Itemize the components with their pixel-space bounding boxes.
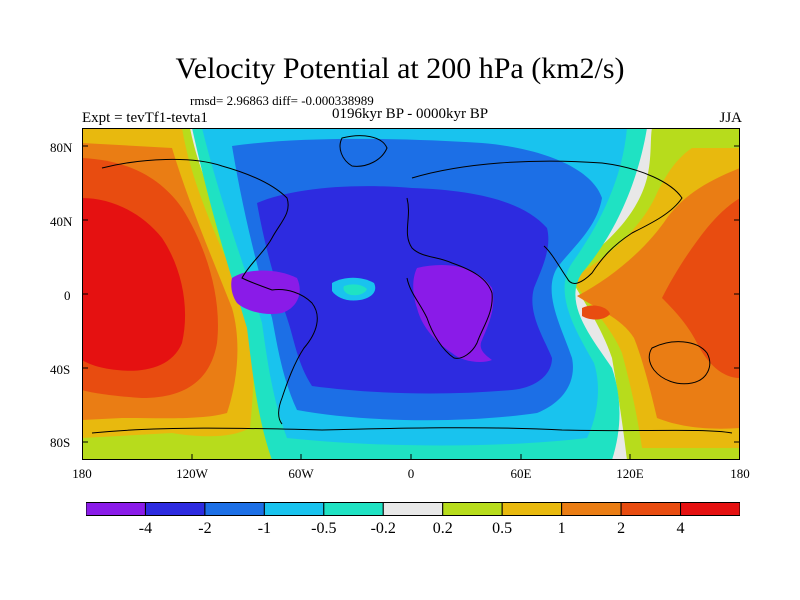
- stats-label: rmsd= 2.96863 diff= -0.000338989: [190, 93, 374, 108]
- colorbar-swatch: [680, 502, 740, 516]
- negative-core-africa: [413, 265, 494, 362]
- colorbar-label: -4: [138, 520, 153, 537]
- colorbar-label: -0.5: [311, 520, 337, 537]
- colorbar-label: 0.2: [432, 520, 453, 537]
- axis-ticks: [82, 145, 740, 460]
- lat-tick-80n: 80N: [50, 140, 73, 155]
- indopacific-positive-band-4: [662, 198, 740, 378]
- colorbar-swatch: [323, 502, 384, 516]
- lat-tick-80s: 80S: [50, 435, 71, 450]
- lon-tick-180e: 180: [730, 466, 750, 481]
- coast-south-america: [271, 289, 318, 425]
- coast-antarctica: [91, 427, 733, 434]
- colorbar-swatch: [442, 502, 503, 516]
- lon-tick-60e: 60E: [510, 466, 532, 481]
- colorbar-swatch: [382, 502, 444, 516]
- colorbar-swatch: [144, 502, 206, 516]
- period-label: 0196kyr BP - 0000kyr BP: [331, 106, 489, 122]
- colorbar-swatch: [561, 502, 622, 516]
- colorbar-swatch: [501, 502, 563, 516]
- coast-australia: [648, 341, 711, 385]
- colorbar-label: 0.5: [492, 520, 513, 537]
- colorbar-label: 2: [617, 520, 626, 537]
- lat-tick-0: 0: [64, 288, 71, 303]
- lat-tick-40n: 40N: [50, 214, 73, 229]
- negative-band-dark: [257, 186, 552, 394]
- positive-pocket-core: [343, 284, 367, 296]
- indian-ocean-pocket: [582, 305, 610, 320]
- coastlines: [91, 135, 733, 434]
- map-panel: [82, 128, 740, 460]
- colorbar: [86, 502, 740, 516]
- colorbar-label: -2: [198, 520, 212, 537]
- pacific-positive-core: [82, 198, 186, 371]
- colorbar-swatch: [204, 502, 265, 516]
- lon-tick-120e: 120E: [616, 466, 644, 481]
- colorbar-swatch: [263, 502, 325, 516]
- colorbar-swatch: [620, 502, 682, 516]
- lon-tick-180w: 180: [72, 466, 92, 481]
- lon-tick-0: 0: [407, 466, 415, 481]
- map-title: Velocity Potential at 200 hPa (km2/s): [175, 52, 625, 85]
- experiment-label: Expt = tevTf1-tevta1: [82, 110, 208, 126]
- colorbar-swatch: [86, 502, 146, 516]
- colorbar-label: 4: [676, 520, 685, 537]
- lon-tick-60w: 60W: [288, 466, 314, 481]
- coast-north-america: [101, 158, 289, 291]
- colorbar-label: -1: [257, 520, 272, 537]
- coast-greenland: [339, 135, 388, 167]
- coast-europe-africa: [406, 197, 493, 359]
- lon-tick-120w: 120W: [176, 466, 208, 481]
- coast-eurasia: [411, 160, 683, 284]
- colorbar-label: -0.2: [370, 520, 396, 537]
- colorbar-label: 1: [557, 520, 566, 537]
- season-label: JJA: [719, 110, 742, 126]
- indopacific-positive-band-3: [577, 168, 740, 429]
- lat-tick-40s: 40S: [50, 362, 71, 377]
